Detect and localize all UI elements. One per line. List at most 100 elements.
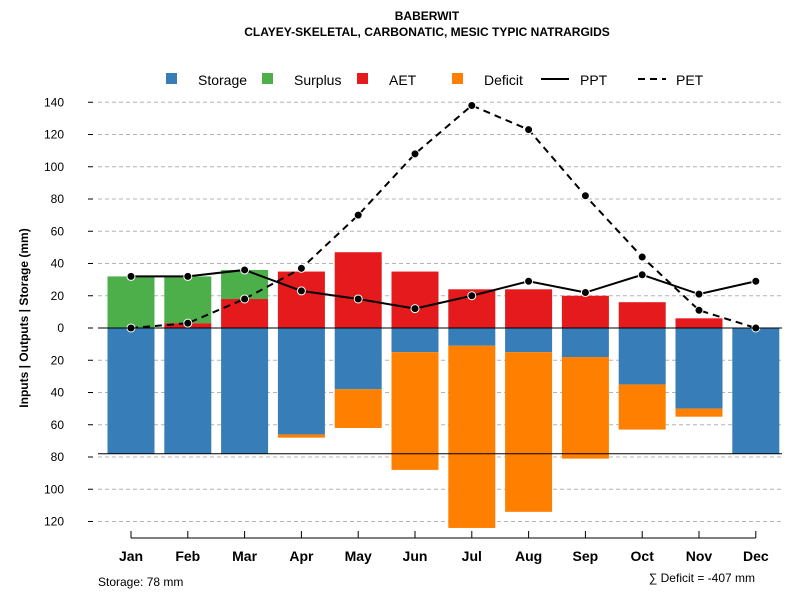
y-axis-title-separator: | xyxy=(17,362,31,372)
y-axis-title-part: Outputs xyxy=(17,315,31,361)
pet-point xyxy=(467,100,477,110)
axes: 140 120 100 80 60 40 20 0 20 40 60 80 100 120 Inputs |… xyxy=(17,95,782,564)
pet-legend-label: PET xyxy=(676,72,704,88)
deficit-bar xyxy=(448,345,496,528)
y-axis-title-part: Inputs xyxy=(17,371,31,407)
deficit-bar xyxy=(505,352,553,512)
chart-title: BABERWIT xyxy=(395,9,460,23)
y-axis-title: Inputs | Outputs | Storage (mm) xyxy=(17,228,31,407)
pet-point xyxy=(524,125,534,135)
x-tick-label: Nov xyxy=(686,548,713,564)
surplus-bar xyxy=(107,276,155,328)
pet-point xyxy=(183,318,193,328)
y-axis-title-separator: | xyxy=(17,306,31,316)
y-tick-label: 100 xyxy=(44,160,64,174)
pet-point xyxy=(410,149,420,159)
series-lines xyxy=(126,100,761,333)
aet-bar xyxy=(561,295,609,328)
deficit-bar xyxy=(391,352,439,470)
aet-bar xyxy=(277,271,325,328)
storage-bar xyxy=(164,328,212,454)
storage-note: Storage: 78 mm xyxy=(98,575,183,589)
storage-bar xyxy=(334,328,382,390)
x-tick-label: Aug xyxy=(515,548,542,564)
deficit-note: ∑ Deficit = -407 mm xyxy=(649,571,755,585)
pet-point xyxy=(296,263,306,273)
aet-bar xyxy=(675,318,723,328)
storage-bar xyxy=(505,328,553,353)
aet-bar xyxy=(618,302,666,328)
pet-line xyxy=(130,104,757,329)
ppt-point xyxy=(751,276,761,286)
chart-subtitle: CLAYEY-SKELETAL, CARBONATIC, MESIC TYPIC… xyxy=(244,25,610,39)
ppt-point xyxy=(637,270,647,280)
ppt-point xyxy=(524,276,534,286)
x-tick-label: Apr xyxy=(289,548,314,564)
x-tick-label: Jan xyxy=(119,548,143,564)
aet-legend-swatch xyxy=(357,73,368,84)
y-axis-title-part: Storage xyxy=(17,261,31,306)
y-tick-label: 80 xyxy=(51,450,65,464)
ppt-point xyxy=(296,286,306,296)
y-tick-label: 60 xyxy=(51,224,65,238)
y-tick-label: 40 xyxy=(51,257,65,271)
deficit-bar xyxy=(561,357,609,459)
x-tick-label: Mar xyxy=(232,548,257,564)
deficit-bar xyxy=(277,434,325,438)
ppt-point xyxy=(353,294,363,304)
y-tick-label: 0 xyxy=(57,321,64,335)
gridlines xyxy=(98,101,782,522)
deficit-bar xyxy=(334,389,382,428)
pet-point xyxy=(637,252,647,262)
storage-bar xyxy=(448,328,496,346)
aet-bar xyxy=(334,252,382,328)
surplus-legend-swatch xyxy=(262,73,273,84)
surplus-legend-label: Surplus xyxy=(294,72,341,88)
ppt-line xyxy=(131,268,757,310)
aet-bar xyxy=(391,271,439,328)
ppt-point xyxy=(240,265,250,275)
ppt-point xyxy=(126,271,136,281)
ppt-point xyxy=(694,289,704,299)
deficit-bar xyxy=(675,408,723,417)
ppt-point xyxy=(410,304,420,314)
x-tick-label: Sep xyxy=(573,548,599,564)
storage-bar xyxy=(391,328,439,353)
storage-bar xyxy=(675,328,723,409)
bars xyxy=(107,252,780,528)
ppt-point xyxy=(183,271,193,281)
storage-legend-label: Storage xyxy=(198,72,247,88)
ppt-point xyxy=(580,288,590,298)
storage-bar xyxy=(107,328,155,454)
x-tick-label: May xyxy=(345,548,372,564)
ppt-legend-label: PPT xyxy=(580,72,608,88)
ppt-point xyxy=(467,291,477,301)
storage-bar xyxy=(221,328,269,454)
x-tick-label: Jun xyxy=(403,548,428,564)
storage-bar xyxy=(732,328,780,454)
surplus-bar xyxy=(164,276,212,324)
y-tick-label: 120 xyxy=(44,515,64,529)
storage-bar xyxy=(277,328,325,435)
x-tick-label: Jul xyxy=(462,548,482,564)
y-tick-label: 100 xyxy=(44,482,64,496)
y-tick-label: 140 xyxy=(44,95,64,109)
x-tick-label: Oct xyxy=(631,548,655,564)
y-tick-label: 80 xyxy=(51,192,65,206)
storage-legend-swatch xyxy=(166,73,177,84)
aet-bar xyxy=(505,289,553,328)
storage-bar xyxy=(561,328,609,358)
y-tick-label: 20 xyxy=(51,353,65,367)
deficit-bar xyxy=(618,384,666,430)
y-tick-label: 20 xyxy=(51,289,65,303)
deficit-legend-label: Deficit xyxy=(484,72,523,88)
y-tick-label: 40 xyxy=(51,386,65,400)
storage-bar xyxy=(618,328,666,385)
x-tick-label: Dec xyxy=(743,548,769,564)
pet-point xyxy=(353,210,363,220)
pet-point xyxy=(240,294,250,304)
x-tick-label: Feb xyxy=(175,548,200,564)
y-axis-title-part: (mm) xyxy=(17,228,31,257)
pet-point xyxy=(580,191,590,201)
